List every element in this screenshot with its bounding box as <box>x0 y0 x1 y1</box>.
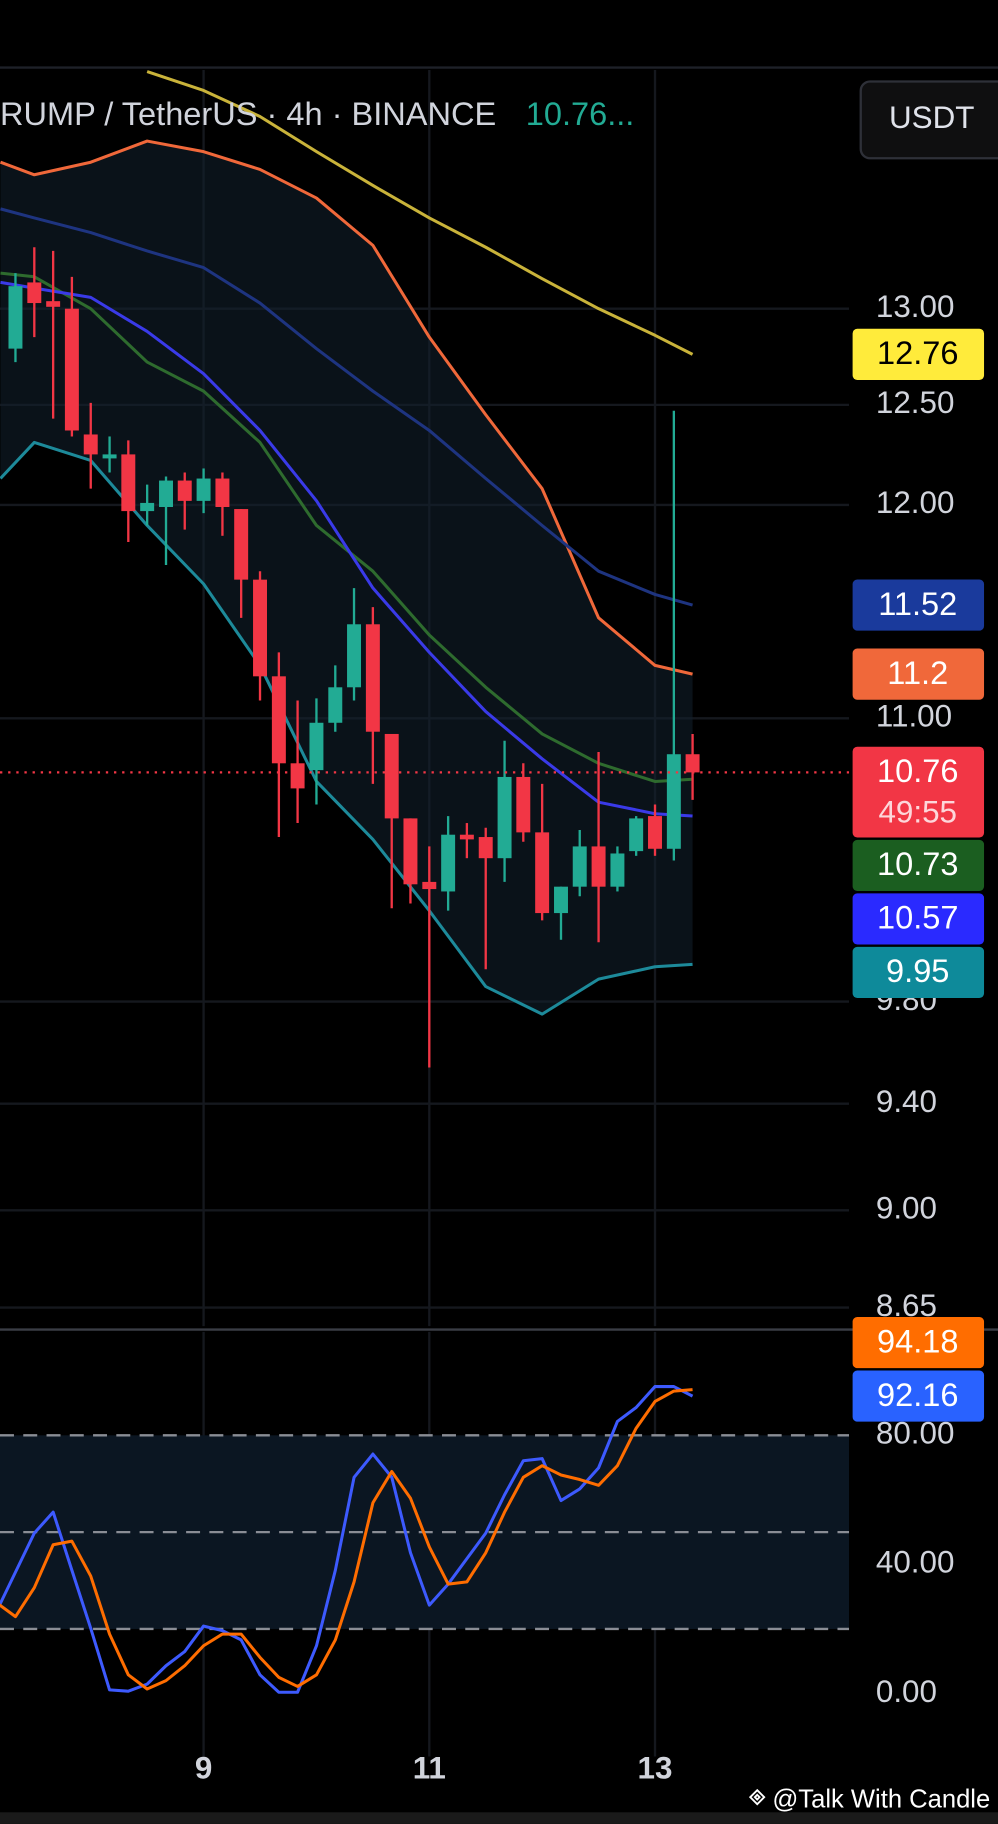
y-tick-label: 40.00 <box>876 1545 955 1580</box>
candle-body <box>497 776 512 859</box>
y-tick-label: 12.00 <box>876 485 955 520</box>
candle-body <box>384 733 399 819</box>
indicator-line <box>0 440 693 1016</box>
candle-body <box>591 846 606 887</box>
price-badge <box>852 1370 985 1422</box>
currency-label[interactable]: USDT <box>889 100 974 135</box>
price-pane <box>0 69 850 1327</box>
candle-body <box>234 509 249 580</box>
candle-body <box>309 722 324 771</box>
price-badge <box>852 579 985 631</box>
candle-body <box>554 886 568 914</box>
candle-body <box>685 754 700 773</box>
price-badge-label: 9.95 <box>886 953 949 989</box>
candle-body <box>422 881 437 890</box>
candle-body <box>159 480 173 508</box>
candle-body <box>441 834 456 892</box>
candle-body <box>478 837 493 859</box>
indicator-line <box>0 207 693 607</box>
indicator-line <box>0 271 693 784</box>
oscillator-line <box>0 1385 694 1694</box>
y-tick-label: 9.40 <box>876 1084 937 1119</box>
candle-body <box>140 502 155 512</box>
indicator-line <box>146 70 694 356</box>
x-tick-label: 11 <box>413 1751 446 1786</box>
candle-body <box>196 478 211 501</box>
indicator-line <box>0 139 693 676</box>
candle-body <box>46 301 61 307</box>
price-badge <box>852 746 985 838</box>
candle-body <box>365 624 380 732</box>
price-badge-label: 10.57 <box>877 900 958 936</box>
candle-body <box>535 832 550 914</box>
candle-body <box>271 676 286 764</box>
candle-body <box>64 308 79 431</box>
candle-body <box>516 776 531 833</box>
price-badge-label: 12.76 <box>877 335 958 371</box>
y-tick-label: 12.50 <box>876 385 955 420</box>
price-badge-label: 10.73 <box>877 846 958 882</box>
price-badge <box>852 1316 985 1369</box>
price-badge <box>852 648 985 700</box>
header-price: 10.76... <box>526 96 635 132</box>
candle-body <box>83 434 98 455</box>
candle-body <box>648 816 662 849</box>
y-tick-label: 11.00 <box>876 699 952 734</box>
bottom-bar <box>0 1812 998 1824</box>
candle-body <box>459 834 474 840</box>
y-tick-label: 9.00 <box>876 1191 937 1226</box>
candle-body <box>610 853 625 887</box>
candle-body <box>253 579 267 677</box>
oscillator-pane <box>0 1331 850 1757</box>
x-tick-label: 13 <box>638 1751 673 1786</box>
candle-body <box>8 286 23 349</box>
price-badge-label: 10.76 <box>877 753 958 789</box>
candle-body <box>177 480 192 501</box>
price-badge <box>852 946 985 999</box>
indicator-line <box>0 280 693 818</box>
countdown-label: 49:55 <box>878 795 957 830</box>
candle-body <box>290 763 305 789</box>
candle-body <box>572 846 587 887</box>
candle-body <box>27 282 42 304</box>
logo-icon <box>748 1788 766 1806</box>
price-badge <box>852 839 985 892</box>
candle-body <box>328 687 343 723</box>
watermark: @Talk With Candle <box>772 1785 990 1813</box>
price-badge-label: 94.18 <box>877 1323 958 1359</box>
price-badge <box>852 328 985 380</box>
currency-button-bg[interactable] <box>859 80 998 160</box>
oscillator-line <box>0 1388 693 1691</box>
candle-body <box>666 754 681 849</box>
symbol-title: RUMP / TetherUS · 4h · BINANCE <box>0 96 496 132</box>
y-tick-label: 13.00 <box>876 289 955 324</box>
candle-body <box>121 454 136 512</box>
candle-body <box>347 624 362 688</box>
y-tick-label: 0.00 <box>876 1674 937 1709</box>
price-badge-label: 11.2 <box>887 655 948 691</box>
price-badge <box>852 893 985 945</box>
x-tick-label: 9 <box>195 1751 212 1786</box>
candle-body <box>403 818 418 885</box>
price-badge-label: 11.52 <box>878 586 957 622</box>
currency-button[interactable]: USDT <box>859 80 998 160</box>
candle-body <box>215 478 230 508</box>
candle-body <box>629 818 644 852</box>
candle-body <box>102 454 117 459</box>
watermark-logo <box>748 1788 766 1806</box>
price-badge-label: 92.16 <box>877 1377 958 1413</box>
